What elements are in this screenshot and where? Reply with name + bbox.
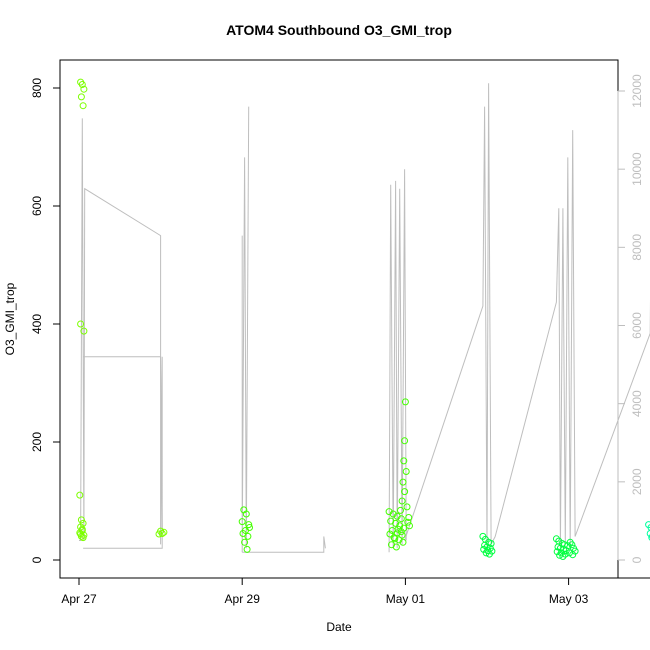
- data-point: [155, 530, 163, 538]
- y-axis: 0 200 400 600 800: [30, 78, 61, 563]
- data-point: [400, 457, 408, 465]
- data-point: [399, 538, 407, 546]
- data-point: [238, 518, 246, 526]
- data-point: [645, 521, 650, 529]
- data-point: [78, 525, 86, 533]
- altitude-segment: [388, 169, 407, 553]
- data-point: [648, 534, 650, 541]
- data-point: [80, 327, 88, 335]
- data-points: [76, 78, 650, 560]
- altitude-trace: [79, 83, 650, 553]
- data-point: [401, 437, 409, 445]
- data-point: [398, 531, 406, 539]
- data-point: [401, 398, 409, 406]
- x-tick-label: Apr 29: [225, 592, 261, 606]
- data-point: [556, 551, 564, 559]
- data-point: [553, 548, 561, 556]
- data-point: [552, 535, 560, 543]
- data-point: [485, 550, 493, 558]
- data-point: [244, 532, 252, 540]
- x-tick-label: May 03: [549, 592, 589, 606]
- data-point: [646, 530, 650, 537]
- data-point: [77, 516, 85, 524]
- data-point: [568, 541, 576, 549]
- data-point: [565, 549, 573, 557]
- y-axis-label: O3_GMI_trop: [3, 282, 17, 355]
- data-point: [243, 545, 251, 553]
- data-point: [398, 497, 406, 505]
- altitude-segment: [79, 118, 163, 549]
- data-point: [77, 530, 85, 538]
- data-point: [399, 478, 407, 486]
- data-point: [397, 528, 405, 536]
- data-point: [405, 514, 413, 521]
- data-point: [77, 93, 85, 101]
- data-point: [77, 320, 85, 328]
- altitude-segment: [242, 536, 326, 553]
- data-point: [245, 521, 253, 529]
- y2-tick-label: 6000: [630, 312, 644, 339]
- y-tick-label: 800: [30, 78, 44, 98]
- data-point: [404, 518, 412, 526]
- data-point: [402, 468, 410, 475]
- y2-tick-label: 0: [630, 556, 644, 563]
- data-point: [397, 506, 404, 514]
- data-point: [564, 542, 572, 550]
- data-point: [401, 488, 409, 496]
- y-tick-label: 200: [30, 432, 44, 452]
- data-point: [386, 530, 394, 538]
- data-point: [76, 491, 84, 499]
- y2-tick-label: 2000: [630, 468, 644, 495]
- data-point: [403, 503, 411, 511]
- y-tick-label: 400: [30, 314, 44, 334]
- y-tick-label: 0: [30, 556, 44, 563]
- data-point: [241, 538, 249, 546]
- y-tick-label: 600: [30, 196, 44, 216]
- data-point: [391, 535, 399, 543]
- x-tick-label: Apr 27: [61, 592, 97, 606]
- x-tick-label: May 01: [386, 592, 426, 606]
- chart-title: ATOM4 Southbound O3_GMI_trop: [226, 22, 452, 38]
- data-point: [158, 530, 166, 537]
- altitude-segment: [83, 356, 163, 529]
- altitude-segment: [404, 83, 496, 549]
- data-point: [392, 543, 400, 551]
- data-point: [246, 524, 253, 531]
- data-point: [160, 528, 168, 536]
- data-point: [78, 81, 86, 88]
- y2-axis: 0 2000 4000 6000 8000 10000 12000: [617, 74, 644, 563]
- data-point: [406, 522, 413, 530]
- data-point: [397, 515, 405, 523]
- data-point: [559, 553, 567, 560]
- data-point: [569, 551, 577, 559]
- data-point: [79, 102, 87, 110]
- data-point: [647, 524, 650, 531]
- y2-tick-label: 12000: [630, 74, 644, 108]
- y2-tick-label: 4000: [630, 390, 644, 417]
- y2-tick-label: 10000: [630, 152, 644, 186]
- plot-frame: [59, 59, 619, 579]
- data-point: [80, 85, 88, 93]
- y2-tick-label: 8000: [630, 234, 644, 261]
- data-point: [482, 549, 490, 557]
- data-point: [242, 510, 250, 518]
- altitude-segment: [241, 106, 250, 553]
- altitude-segment: [494, 130, 576, 549]
- data-point: [487, 540, 495, 547]
- x-axis-label: Date: [326, 620, 352, 634]
- data-point: [389, 510, 397, 518]
